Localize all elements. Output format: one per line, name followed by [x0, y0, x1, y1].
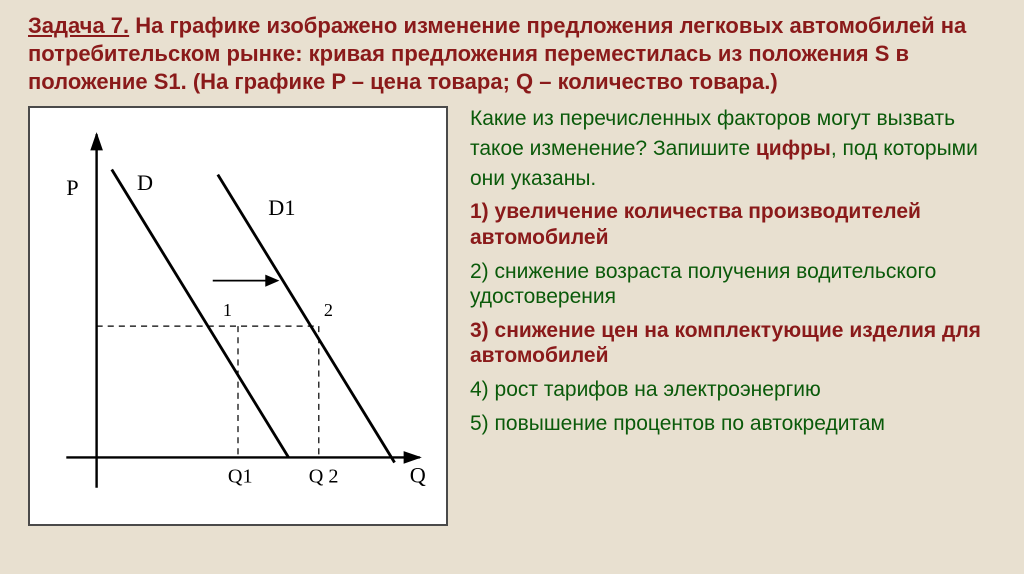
option-item: 5) повышение процентов по автокредитам: [470, 411, 996, 437]
question-line2: такое изменение? Запишите цифры, под кот…: [470, 136, 996, 162]
task-title: Задача 7. На графике изображено изменени…: [28, 12, 996, 96]
option-number: 4): [470, 378, 489, 401]
svg-text:1: 1: [223, 300, 232, 320]
task-number: Задача 7.: [28, 13, 129, 38]
question-panel: Какие из перечисленных факторов могут вы…: [470, 106, 996, 526]
svg-text:Q 2: Q 2: [309, 466, 339, 488]
option-item: 1) увеличение количества производителей …: [470, 199, 996, 250]
option-number: 3): [470, 319, 489, 342]
task-text: На графике изображено изменение предложе…: [28, 13, 966, 94]
svg-text:Q: Q: [410, 463, 426, 488]
svg-text:D1: D1: [268, 195, 295, 220]
option-text: рост тарифов на электроэнергию: [489, 378, 821, 401]
option-item: 2) снижение возраста получения водительс…: [470, 259, 996, 310]
option-number: 5): [470, 412, 489, 435]
option-text: снижение цен на комплектующие изделия дл…: [470, 319, 981, 368]
svg-text:2: 2: [324, 300, 333, 320]
chart-svg: P Q D D1 1 2 Q1 Q 2: [36, 114, 440, 518]
svg-text:D: D: [137, 170, 153, 195]
option-item: 4) рост тарифов на электроэнергию: [470, 377, 996, 403]
option-item: 3) снижение цен на комплектующие изделия…: [470, 318, 996, 369]
option-number: 1): [470, 200, 489, 223]
supply-chart: P Q D D1 1 2 Q1 Q 2: [28, 106, 448, 526]
options-list: 1) увеличение количества производителей …: [470, 199, 996, 436]
option-number: 2): [470, 260, 489, 283]
option-text: снижение возраста получения водительског…: [470, 260, 936, 309]
emphasis-word: цифры: [756, 137, 831, 160]
option-text: повышение процентов по автокредитам: [489, 412, 885, 435]
question-line3: они указаны.: [470, 166, 996, 192]
question-line1: Какие из перечисленных факторов могут вы…: [470, 106, 996, 132]
option-text: увеличение количества производителей авт…: [470, 200, 921, 249]
content-row: P Q D D1 1 2 Q1 Q 2 Какие из перечисленных факт…: [28, 106, 996, 526]
svg-text:P: P: [66, 175, 78, 200]
svg-text:Q1: Q1: [228, 466, 253, 488]
